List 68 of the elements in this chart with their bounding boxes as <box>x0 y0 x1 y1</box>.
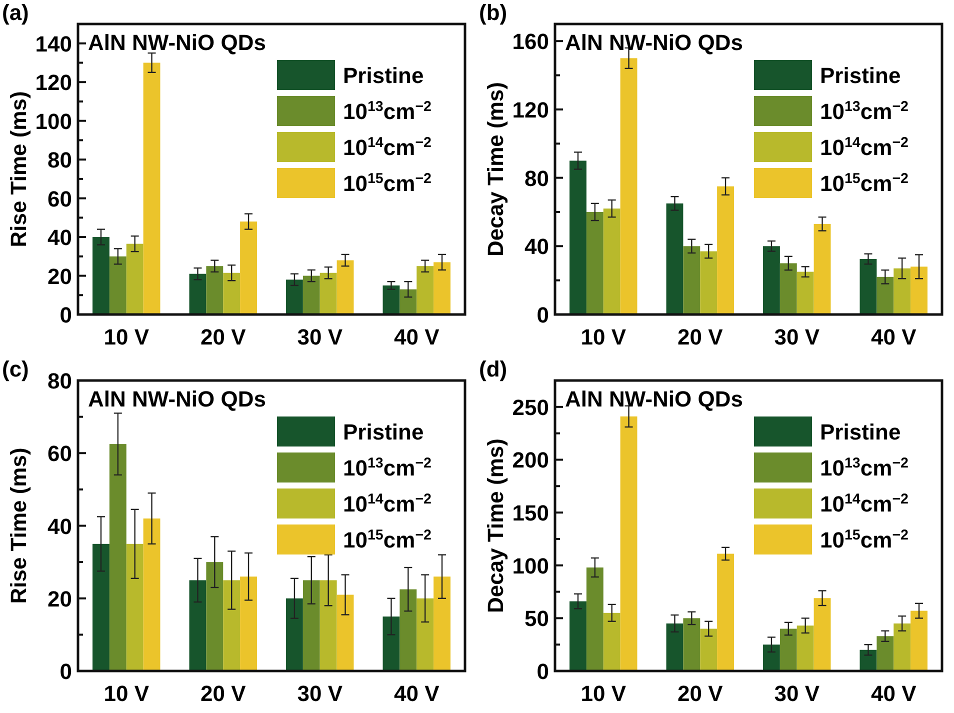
legend-label: Pristine <box>820 420 901 444</box>
y-tick-label: 20 <box>48 264 72 289</box>
x-tick-label: 10 V <box>580 681 626 706</box>
chart-title: (b) <box>479 0 508 25</box>
y-tick-label: 60 <box>48 186 72 212</box>
legend-label: Pristine <box>343 420 424 444</box>
y-tick-label: 40 <box>48 225 72 250</box>
y-tick-label: 80 <box>48 148 72 173</box>
x-tick-label: 30 V <box>297 681 343 706</box>
legend-label: 10$^{15}$cm$^{−2}$ <box>343 171 432 196</box>
y-axis-title: Decay Time (ms) <box>483 438 508 613</box>
y-tick-label: 250 <box>512 394 549 420</box>
legend-label: 10$^{14}$cm$^{−2}$ <box>343 492 432 516</box>
x-tick-label: 30 V <box>774 681 820 706</box>
y-tick-label: 160 <box>512 29 549 54</box>
annotation: AlN NW-NiO QDs <box>565 386 743 412</box>
x-tick-label: 30 V <box>774 324 820 350</box>
legend-label: 10$^{15}$cm$^{−2}$ <box>820 528 909 552</box>
x-tick-label: 30 V <box>297 324 343 350</box>
y-tick-label: 150 <box>512 500 549 526</box>
y-tick-label: 0 <box>536 302 549 328</box>
legend-label: 10$^{15}$cm$^{−2}$ <box>343 528 432 552</box>
chart-title: (d) <box>479 356 508 382</box>
y-tick-label: 80 <box>48 368 72 394</box>
legend-label: 10$^{13}$cm$^{−2}$ <box>343 99 432 124</box>
y-tick-label: 20 <box>48 586 72 612</box>
y-axis-title: Rise Time (ms) <box>6 91 31 248</box>
y-tick-label: 0 <box>536 659 549 684</box>
y-tick-label: 140 <box>35 31 72 56</box>
legend-label: Pristine <box>820 63 901 88</box>
x-tick-label: 40 V <box>870 324 917 350</box>
x-tick-label: 40 V <box>394 324 440 350</box>
y-tick-label: 200 <box>512 448 549 473</box>
annotation: AlN NW-NiO QDs <box>565 30 743 55</box>
x-tick-label: 20 V <box>200 324 246 350</box>
y-tick-label: 50 <box>524 606 549 632</box>
y-tick-label: 80 <box>524 166 549 191</box>
annotation: AlN NW-NiO QDs <box>88 386 266 412</box>
y-tick-label: 0 <box>60 659 72 684</box>
chart-title: (c) <box>2 356 29 382</box>
legend-label: 10$^{13}$cm$^{−2}$ <box>820 456 909 480</box>
y-tick-label: 40 <box>524 234 549 260</box>
x-tick-label: 10 V <box>104 681 150 706</box>
y-axis-title: Decay Time (ms) <box>483 82 508 256</box>
y-tick-label: 100 <box>35 108 72 134</box>
x-tick-label: 40 V <box>870 681 917 706</box>
legend-label: 10$^{14}$cm$^{−2}$ <box>820 492 909 516</box>
x-tick-label: 20 V <box>200 681 246 706</box>
x-tick-label: 10 V <box>104 324 150 350</box>
y-tick-label: 0 <box>60 302 72 328</box>
y-tick-label: 40 <box>48 514 72 539</box>
chart-title: (a) <box>2 0 29 25</box>
legend-label: 10$^{15}$cm$^{−2}$ <box>820 171 909 196</box>
y-axis-title: Rise Time (ms) <box>6 448 31 604</box>
annotation: AlN NW-NiO QDs <box>88 30 266 55</box>
legend-label: 10$^{14}$cm$^{−2}$ <box>343 135 432 160</box>
legend-label: 10$^{13}$cm$^{−2}$ <box>343 456 432 480</box>
x-tick-label: 20 V <box>677 324 724 350</box>
y-tick-label: 120 <box>512 97 549 122</box>
legend-label: Pristine <box>343 63 424 88</box>
y-tick-label: 60 <box>48 441 72 466</box>
x-tick-label: 20 V <box>677 681 724 706</box>
y-tick-label: 100 <box>512 553 549 578</box>
legend-label: 10$^{13}$cm$^{−2}$ <box>820 99 909 124</box>
y-tick-label: 120 <box>35 70 72 96</box>
x-tick-label: 40 V <box>394 681 440 706</box>
legend-label: 10$^{14}$cm$^{−2}$ <box>820 135 909 160</box>
x-tick-label: 10 V <box>580 324 626 350</box>
